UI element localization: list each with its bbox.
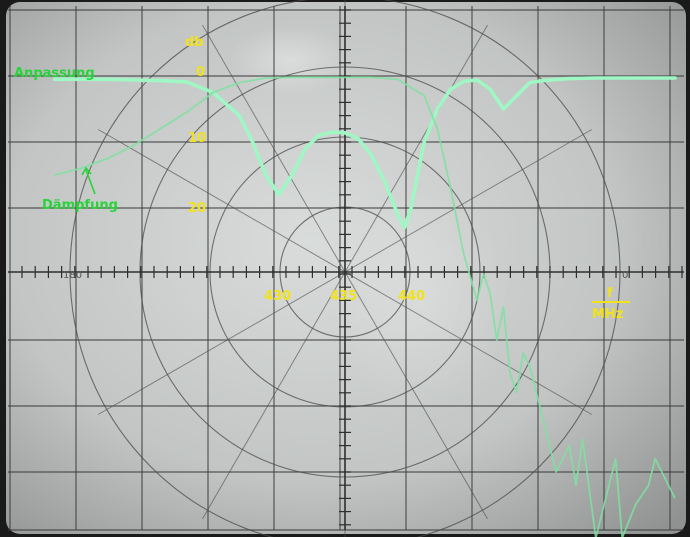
daempfung-label: Dämpfung xyxy=(42,198,118,213)
y-tick-10: 10 xyxy=(188,131,206,146)
screen-glare xyxy=(230,25,350,95)
y-tick-0: 0 xyxy=(196,65,205,80)
daempfung-arrow xyxy=(81,166,96,195)
anpassung-label: Anpassung xyxy=(14,66,95,81)
x-tick-435: 435 xyxy=(330,289,357,304)
x-axis-label: f xyxy=(607,286,613,301)
x-axis-unit: MHz xyxy=(592,307,623,322)
polar-scale-180: 180 xyxy=(63,270,82,281)
anpassung-curve xyxy=(52,76,677,230)
polar-scale-0: 0 xyxy=(622,270,628,281)
y-tick-20: 20 xyxy=(188,201,206,216)
daempfung-curve xyxy=(54,76,676,537)
screen-glare-center xyxy=(330,190,510,410)
axis-ticks xyxy=(8,6,684,530)
x-tick-430: 430 xyxy=(264,289,291,304)
x-tick-440: 440 xyxy=(398,289,425,304)
y-axis-label: db xyxy=(185,35,204,50)
